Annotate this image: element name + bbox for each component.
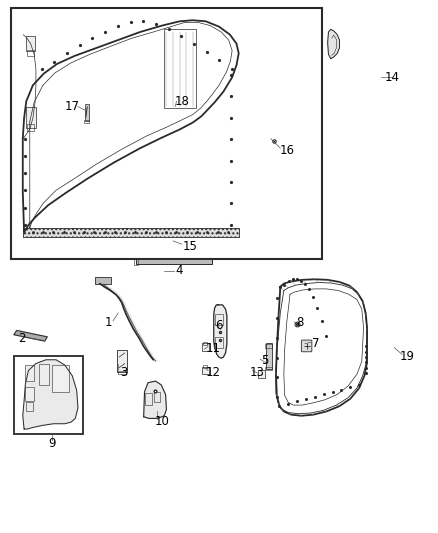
Bar — [258, 370, 265, 378]
Text: 6: 6 — [215, 319, 223, 332]
Text: 7: 7 — [311, 337, 319, 350]
Bar — [145, 393, 152, 405]
Polygon shape — [144, 381, 166, 418]
Bar — [26, 36, 35, 51]
Text: 15: 15 — [183, 240, 198, 253]
Bar — [27, 50, 34, 56]
Text: 9: 9 — [48, 438, 56, 450]
Text: 19: 19 — [400, 350, 415, 362]
Bar — [95, 277, 111, 284]
Text: 1: 1 — [105, 317, 113, 329]
Bar — [26, 107, 36, 128]
Bar — [154, 392, 160, 402]
Bar — [164, 29, 196, 108]
Text: 11: 11 — [206, 342, 221, 354]
Bar — [11, 8, 322, 259]
FancyBboxPatch shape — [301, 340, 312, 352]
Bar — [25, 387, 34, 401]
Bar — [27, 124, 34, 131]
Bar — [136, 259, 212, 264]
Text: 4: 4 — [176, 264, 184, 277]
Text: 3: 3 — [120, 366, 127, 378]
Bar — [39, 364, 49, 385]
Bar — [203, 365, 207, 368]
Bar — [265, 367, 272, 370]
Polygon shape — [14, 330, 47, 341]
Text: 17: 17 — [65, 100, 80, 113]
Text: 14: 14 — [385, 71, 399, 84]
Text: 18: 18 — [174, 95, 189, 108]
Bar — [202, 343, 210, 351]
Text: 10: 10 — [155, 415, 170, 427]
Text: 5: 5 — [261, 354, 268, 367]
Bar — [202, 367, 210, 374]
Text: 8: 8 — [297, 316, 304, 329]
Bar — [84, 120, 89, 123]
Polygon shape — [328, 29, 339, 59]
Polygon shape — [214, 305, 227, 358]
Text: 2: 2 — [18, 332, 26, 345]
Bar — [265, 344, 272, 348]
Bar — [134, 258, 138, 265]
Text: 13: 13 — [250, 366, 265, 378]
Bar — [26, 402, 33, 411]
Bar — [215, 337, 223, 348]
Bar — [14, 356, 83, 434]
Bar — [25, 365, 34, 381]
Bar — [23, 228, 239, 237]
Text: 12: 12 — [206, 366, 221, 378]
Bar — [203, 342, 207, 345]
Bar — [118, 371, 126, 374]
Text: 16: 16 — [279, 144, 294, 157]
Bar — [117, 350, 127, 372]
Bar — [266, 343, 272, 369]
Polygon shape — [23, 360, 78, 429]
Bar — [52, 365, 69, 392]
Bar — [215, 314, 223, 325]
Bar — [85, 104, 89, 121]
